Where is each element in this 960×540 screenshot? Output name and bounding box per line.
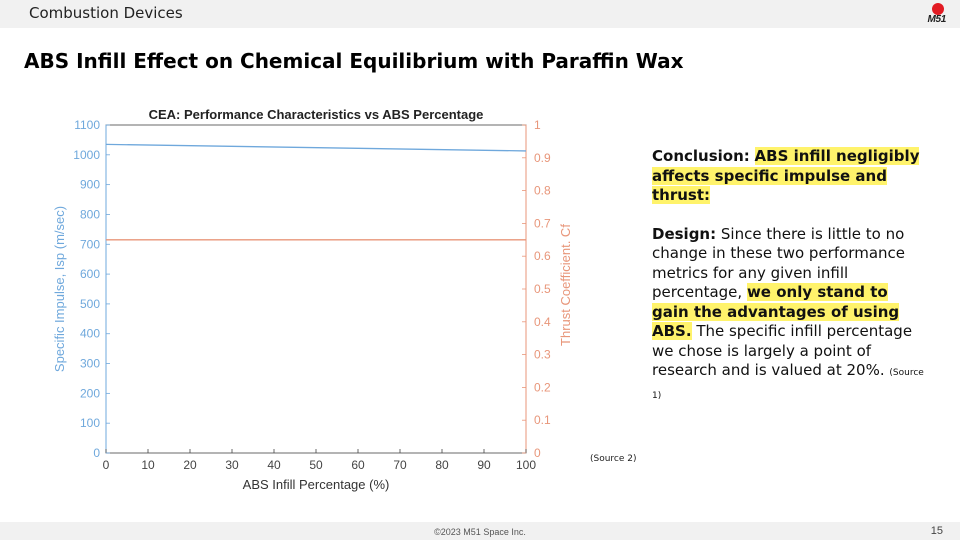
design-text-2: The specific infill percentage we chose … (652, 322, 913, 379)
source-2-citation: (Source 2) (590, 454, 637, 464)
x-axis-label: ABS Infill Percentage (%) (243, 477, 390, 492)
logo-text: M51 (927, 14, 946, 25)
x-tick-label: 40 (267, 458, 281, 472)
logo-dot-icon (932, 3, 944, 15)
conclusion-paragraph: Conclusion: ABS infill negligibly affect… (652, 147, 927, 206)
x-tick-label: 70 (393, 458, 407, 472)
page-number: 15 (930, 525, 943, 537)
y-left-tick-label: 1100 (74, 118, 100, 132)
y-right-tick-label: 0.6 (534, 249, 551, 263)
y-right-tick-label: 0.4 (534, 315, 551, 329)
slide-title: ABS Infill Effect on Chemical Equilibriu… (24, 49, 684, 73)
x-tick-label: 50 (309, 458, 323, 472)
y-right-tick-label: 0.5 (534, 282, 551, 296)
y-left-tick-label: 600 (80, 267, 100, 281)
m51-logo: M51 (918, 2, 946, 26)
conclusion-label: Conclusion: (652, 147, 750, 165)
y-right-tick-label: 0.9 (534, 151, 551, 165)
x-tick-label: 10 (141, 458, 155, 472)
conclusion-text-block: Conclusion: ABS infill negligibly affect… (652, 147, 927, 406)
source-1-citation: (Source 1) (652, 368, 924, 401)
y-right-tick-label: 0.2 (534, 380, 551, 394)
y-right-tick-label: 0.3 (534, 348, 551, 362)
x-tick-label: 30 (225, 458, 239, 472)
y-right-tick-label: 0.8 (534, 184, 551, 198)
y-right-tick-label: 0.7 (534, 216, 551, 230)
y-right-axis-label: Thrust Coefficient, Cf (558, 224, 570, 346)
design-text-1: Since there is little to no change in th… (652, 224, 906, 302)
design-label: Design: (652, 224, 717, 243)
y-left-tick-label: 1000 (73, 148, 100, 162)
y-left-tick-label: 700 (80, 237, 100, 251)
y-left-tick-label: 100 (80, 416, 100, 430)
section-label: Combustion Devices (29, 4, 183, 22)
performance-chart: CEA: Performance Characteristics vs ABS … (52, 107, 570, 492)
x-tick-label: 60 (351, 458, 365, 472)
x-tick-label: 20 (183, 458, 197, 472)
conclusion-highlight: ABS infill negligibly affects specific i… (652, 147, 920, 204)
y-left-tick-label: 200 (80, 386, 100, 400)
y-left-tick-label: 900 (80, 178, 100, 192)
x-tick-label: 80 (435, 458, 449, 472)
design-paragraph: Design: Since there is little to no chan… (652, 225, 927, 407)
y-right-tick-label: 0.1 (534, 413, 551, 427)
isp-series-line (105, 143, 527, 152)
y-left-tick-label: 0 (93, 446, 100, 460)
chart-title: CEA: Performance Characteristics vs ABS … (149, 107, 484, 122)
y-left-tick-label: 400 (80, 327, 100, 341)
top-bar: Combustion Devices M51 (0, 0, 960, 28)
y-left-axis-label: Specific Impulse, Isp (m/sec) (52, 206, 67, 372)
footer-bar (0, 522, 960, 540)
x-tick-label: 90 (477, 458, 491, 472)
x-tick-label: 100 (516, 458, 536, 472)
y-right-tick-label: 0 (534, 446, 541, 460)
y-left-tick-label: 500 (80, 297, 100, 311)
y-left-tick-label: 300 (80, 357, 100, 371)
x-tick-label: 0 (103, 458, 110, 472)
copyright-text: ©2023 M51 Space Inc. (434, 527, 526, 537)
y-right-tick-label: 1 (534, 118, 541, 132)
plot-frame (105, 124, 527, 454)
y-left-tick-label: 800 (80, 207, 100, 221)
